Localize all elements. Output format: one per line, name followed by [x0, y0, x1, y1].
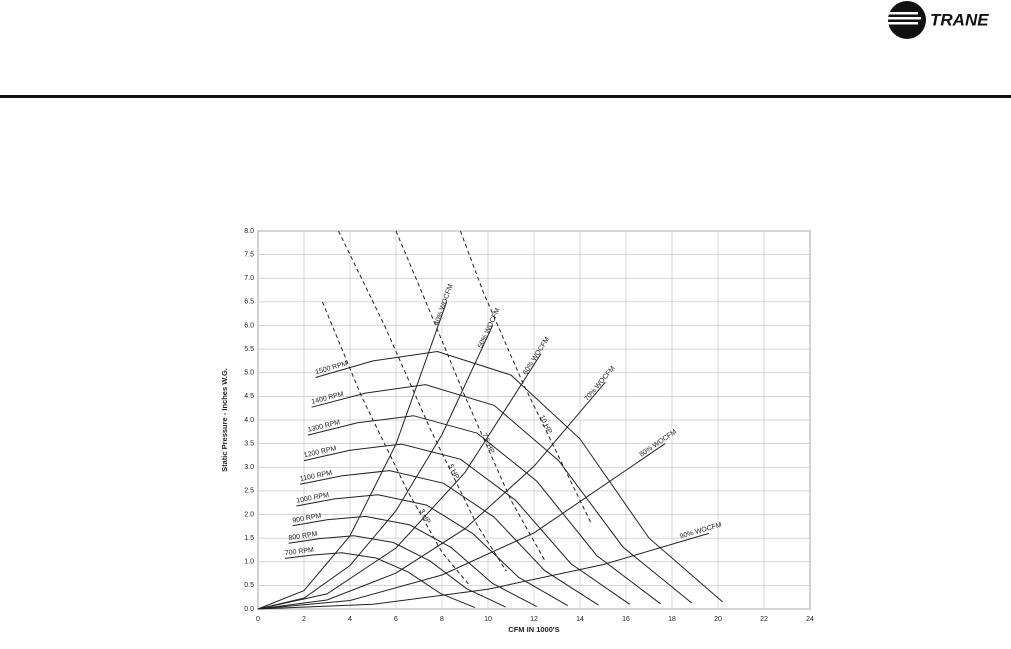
y-tick-label: 6.5 [244, 299, 254, 306]
y-tick-label: 0.0 [244, 606, 254, 613]
curve [311, 384, 692, 604]
header-rule [0, 95, 1011, 98]
x-tick-label: 6 [394, 616, 398, 623]
curve [257, 381, 606, 610]
curve-label: 1400 RPM [311, 391, 345, 406]
y-tick-label: 3.0 [244, 464, 254, 471]
x-tick-label: 24 [806, 616, 814, 623]
x-tick-label: 14 [576, 616, 584, 623]
y-tick-label: 4.0 [244, 417, 254, 424]
y-tick-label: 0.5 [244, 582, 254, 589]
x-tick-label: 20 [714, 616, 722, 623]
x-tick-label: 10 [484, 616, 492, 623]
y-tick-label: 4.5 [244, 393, 254, 400]
x-tick-label: 12 [530, 616, 538, 623]
curve [303, 443, 630, 605]
x-tick-label: 22 [760, 616, 768, 623]
y-tick-label: 1.0 [244, 559, 254, 566]
x-tick-label: 0 [256, 616, 260, 623]
y-tick-label: 7.5 [244, 251, 254, 258]
logo-mark [888, 1, 926, 39]
x-tick-label: 8 [440, 616, 444, 623]
curve-label: 5 HP [447, 463, 460, 480]
curve [459, 230, 592, 525]
curve-label: 90% WOCFM [679, 522, 723, 541]
logo: TRANE [888, 1, 989, 39]
curve [288, 535, 506, 608]
brand: TRANE [930, 10, 989, 29]
y-tick-label: 7.0 [244, 275, 254, 282]
curve [257, 325, 494, 610]
curve-label: 60% WOCFM [522, 336, 551, 376]
curve-label: 700 RPM [285, 547, 315, 558]
curve-label: 10 HP [538, 414, 553, 435]
curve-label: 50% WOCFM [477, 307, 502, 349]
y-tick-label: 5.0 [244, 370, 254, 377]
curve-label: 40% WOCFM [434, 283, 455, 326]
x-tick-label: 2 [302, 616, 306, 623]
y-tick-label: 5.5 [244, 346, 254, 353]
curve-label: 1300 RPM [307, 419, 341, 434]
curve [257, 353, 542, 610]
y-tick-label: 1.5 [244, 535, 254, 542]
curve [257, 532, 709, 610]
curve [307, 415, 661, 605]
y-tick-label: 3.5 [244, 440, 254, 447]
curve [284, 552, 476, 609]
curve [395, 230, 546, 563]
logo-stripe [888, 22, 918, 25]
y-tick-label: 8.0 [244, 228, 254, 235]
curve-label: 1500 RPM [315, 360, 349, 376]
curve [257, 443, 666, 610]
curve-label: 70% WOCFM [583, 365, 616, 403]
curve-label: 800 RPM [288, 531, 318, 542]
y-tick-label: 6.0 [244, 322, 254, 329]
y-tick-label: 2.5 [244, 488, 254, 495]
curve [300, 470, 599, 606]
y-tick-label: 2.0 [244, 511, 254, 518]
curve [292, 515, 538, 608]
y-axis-title: Static Pressure - Inches W.G. [220, 368, 229, 472]
x-tick-label: 16 [622, 616, 630, 623]
x-axis-title: CFM IN 1000'S [508, 625, 559, 634]
logo-stripe [888, 17, 921, 20]
x-tick-label: 4 [348, 616, 352, 623]
x-tick-label: 18 [668, 616, 676, 623]
curve [257, 301, 448, 610]
curve [296, 494, 569, 607]
logo-stripe [888, 12, 918, 15]
curve [338, 230, 507, 572]
curve [315, 350, 723, 603]
